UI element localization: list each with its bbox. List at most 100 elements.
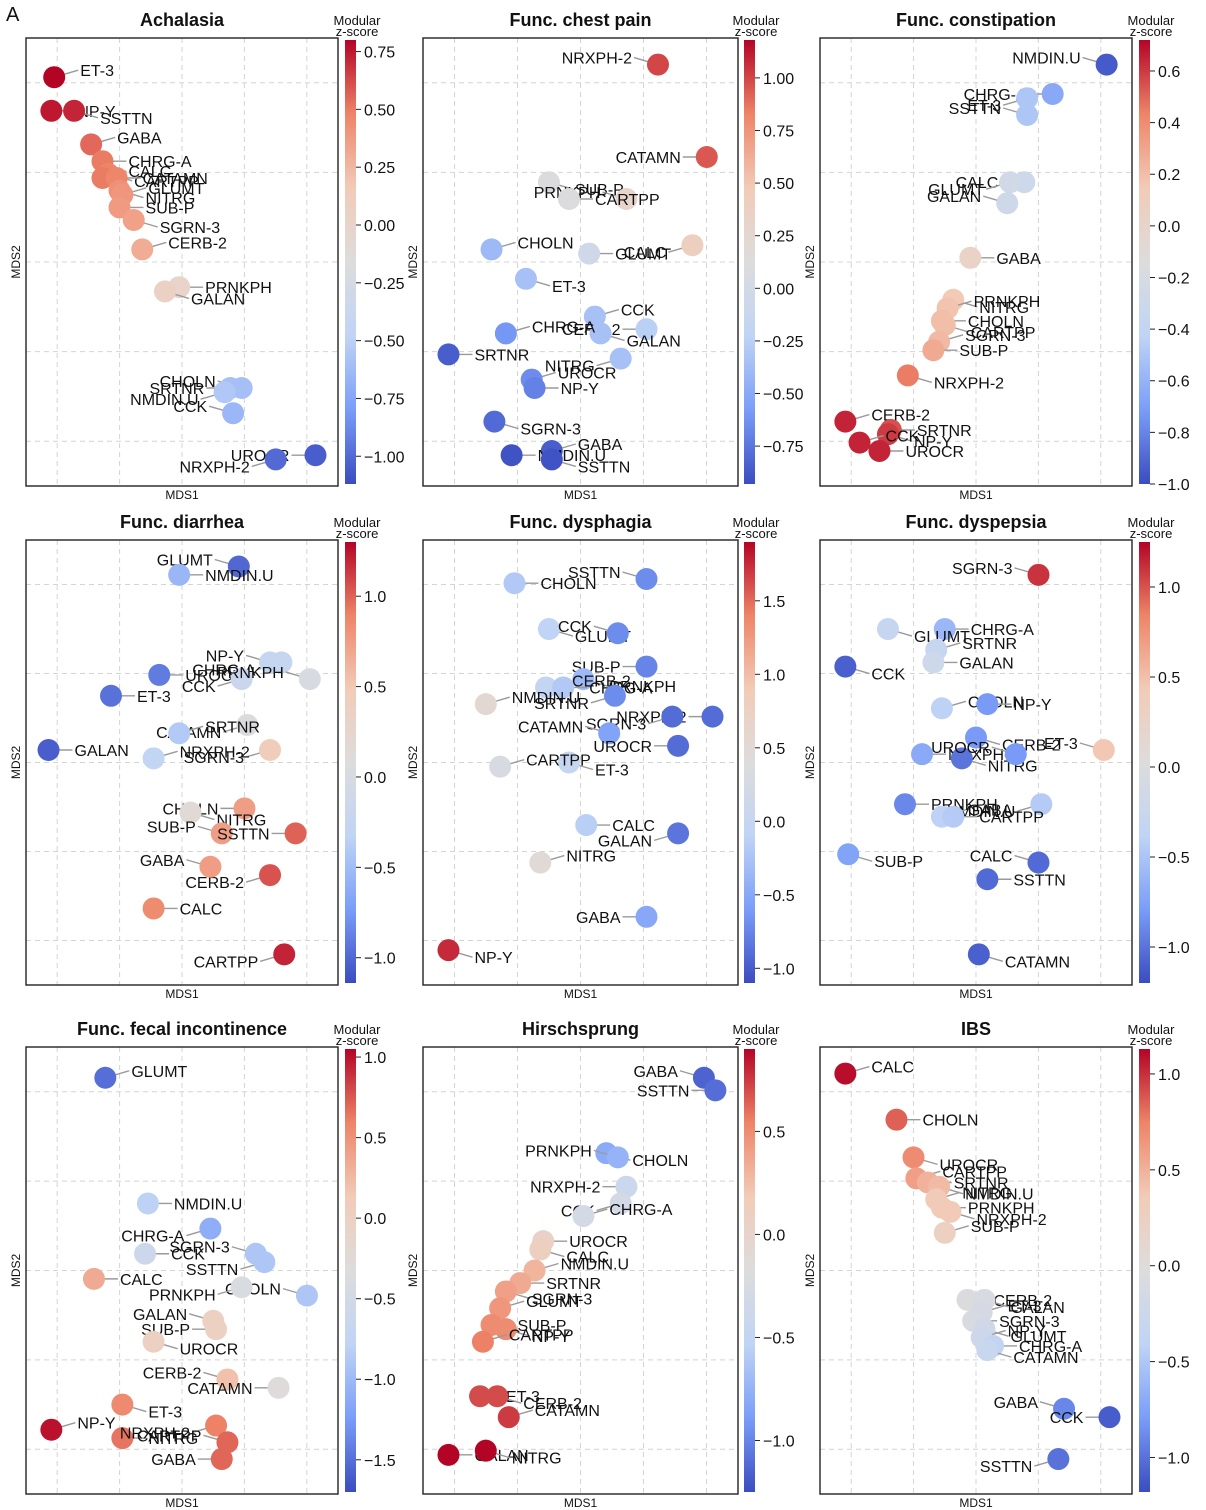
data-point — [1092, 738, 1115, 761]
data-point — [848, 431, 871, 454]
data-point — [681, 234, 704, 257]
chart-title: Func. chest pain — [509, 10, 651, 30]
point-label: UROCR — [593, 739, 652, 756]
y-axis-label: MDS2 — [406, 245, 420, 279]
chart-title: IBS — [961, 1019, 991, 1039]
point-label: NRXPH-2 — [934, 375, 1004, 392]
data-point — [437, 343, 460, 366]
data-point — [902, 1146, 925, 1169]
data-point — [227, 555, 250, 578]
data-point — [922, 339, 945, 362]
colorbar-label: Modular — [733, 515, 781, 530]
point-label: ET-3 — [1044, 736, 1078, 753]
colorbar-tick-label: −1.5 — [364, 1453, 396, 1470]
colorbar-label-units: z-score — [735, 1033, 778, 1048]
point-label: SUB-P — [518, 1318, 567, 1335]
data-point — [497, 1406, 520, 1429]
point-label: SRTNR — [205, 719, 260, 736]
data-point — [609, 1192, 632, 1215]
data-point — [635, 905, 658, 928]
data-point — [967, 943, 990, 966]
data-point — [523, 377, 546, 399]
point-label: GALAN — [927, 189, 981, 206]
data-point — [111, 1427, 134, 1450]
x-axis-label: MDS1 — [564, 987, 598, 1001]
point-label: UROCR — [558, 366, 617, 383]
colorbar-tick-label: 1.5 — [763, 594, 785, 611]
data-point — [1047, 1448, 1070, 1471]
data-point — [264, 448, 287, 471]
data-point — [94, 1066, 117, 1089]
data-point — [205, 1414, 228, 1437]
colorbar-tick-label: 0.75 — [364, 45, 395, 62]
data-point — [136, 1192, 159, 1215]
point-label: PRNKPH — [968, 1201, 1035, 1218]
point-label: CHOLN — [968, 314, 1024, 331]
point-label: NITRG — [979, 300, 1029, 317]
point-label: GABA — [117, 130, 162, 147]
point-label: CALC — [180, 901, 223, 918]
plot-frame — [819, 1046, 1133, 1495]
colorbar — [744, 1049, 755, 1492]
point-label: CHOLN — [518, 235, 574, 252]
data-point — [148, 663, 171, 686]
data-point — [216, 1431, 239, 1454]
point-label: CATAMN — [518, 719, 583, 736]
point-label: SUB-P — [971, 1219, 1020, 1236]
point-label: SSTTN — [217, 826, 269, 843]
point-label: SGRN-3 — [965, 328, 1026, 345]
point-label: UROCR — [185, 668, 244, 685]
colorbar-tick-label: −0.5 — [364, 860, 396, 877]
colorbar-tick-label: 0.4 — [1158, 116, 1180, 133]
data-point — [976, 868, 999, 891]
data-point — [213, 381, 236, 404]
plot-frame — [25, 539, 339, 986]
panel-6: Func. dyspepsia MDS1 MDS2 SGRN-3 CHRG-AGLUMT… — [803, 512, 1190, 1001]
point-label: SSTTN — [578, 459, 630, 476]
point-label: CARTPP — [942, 1164, 1007, 1181]
colorbar-tick-label: 0.5 — [1158, 1163, 1180, 1180]
colorbar-tick-label: 1.0 — [763, 667, 785, 684]
data-point — [537, 618, 560, 641]
data-point — [40, 1418, 63, 1441]
point-label: CALC — [612, 818, 655, 835]
point-label: NMDIN.U — [512, 690, 580, 707]
point-label: NRXPH-2 — [179, 459, 249, 476]
data-point — [529, 1238, 552, 1261]
point-label: PRNKPH — [609, 679, 676, 696]
point-label: ET-3 — [967, 98, 1001, 115]
point-label: UROCR — [940, 1157, 999, 1174]
colorbar-tick-label: −0.5 — [1158, 1355, 1190, 1372]
point-label: CALC — [970, 849, 1013, 866]
data-point — [153, 280, 176, 303]
colorbar-tick-label: −1.00 — [364, 449, 405, 466]
point-label: CARTPP — [979, 810, 1044, 827]
data-point — [933, 1221, 956, 1244]
colorbar-tick-label: −0.8 — [1158, 425, 1190, 442]
point-label: GABA — [994, 1395, 1039, 1412]
data-point — [205, 1318, 228, 1341]
colorbar — [345, 40, 356, 484]
data-point — [537, 171, 560, 194]
point-label: ET-3 — [552, 279, 586, 296]
colorbar-tick-label: −0.75 — [364, 391, 405, 408]
data-point — [222, 402, 245, 425]
x-axis-label: MDS1 — [564, 488, 598, 502]
point-label: CARTPP — [971, 325, 1036, 342]
y-axis-label: MDS2 — [406, 1254, 420, 1288]
point-label: GLUMT — [914, 629, 970, 646]
point-label: GLUMT — [131, 1064, 187, 1081]
point-label: NP-Y — [474, 950, 513, 967]
point-label: GABA — [140, 853, 185, 870]
point-label: NRXPH-2 — [120, 1426, 190, 1443]
data-point — [236, 713, 259, 736]
data-point — [40, 99, 63, 122]
point-label: CHRG-A — [609, 1202, 672, 1219]
colorbar — [1139, 40, 1150, 484]
data-point — [131, 238, 154, 261]
colorbar-label: Modular — [334, 1022, 382, 1037]
point-label: CHRG-A — [128, 154, 191, 171]
colorbar-label-units: z-score — [336, 24, 379, 39]
point-label: GLUMT — [615, 247, 671, 264]
point-label: NRXPH-2 — [976, 1212, 1046, 1229]
